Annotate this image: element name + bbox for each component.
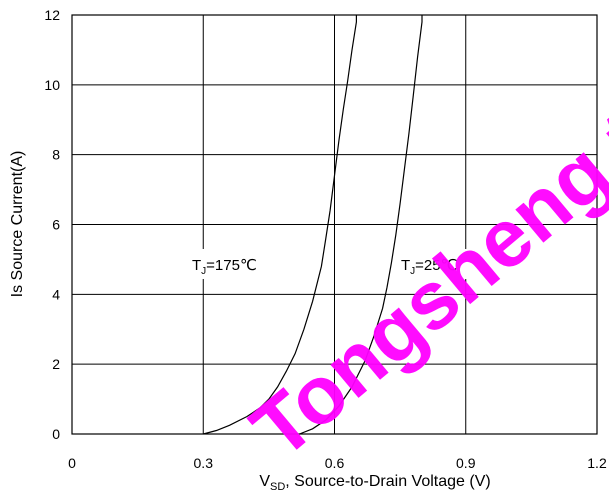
- x-tick-label: 0.6: [325, 455, 345, 471]
- x-axis-title: VSD, Source-to-Drain Voltage (V): [259, 473, 490, 493]
- y-tick-label: 10: [44, 77, 60, 93]
- curve-label-175-prefix: T: [192, 257, 201, 274]
- plot-frame: [71, 14, 598, 435]
- curve-label-25-sub: J: [410, 266, 415, 277]
- y-tick-label: 8: [52, 147, 60, 163]
- series-line-0: [203, 15, 357, 435]
- y-tick-label: 6: [52, 217, 60, 233]
- y-tick-label: 0: [52, 426, 60, 442]
- x-tick-labels: 0 0.3 0.6 0.9 1.2: [68, 455, 607, 471]
- curve-label-175-bg: [189, 249, 293, 279]
- series-line-1: [299, 15, 423, 435]
- y-tick-label: 12: [44, 7, 60, 23]
- x-tick-label: 0: [68, 455, 76, 471]
- curve-label-25-bg: [397, 249, 483, 279]
- curve-label-25: TJ=25℃: [401, 257, 457, 277]
- curve-label-175: TJ=175℃: [192, 257, 257, 277]
- y-tick-label: 4: [52, 286, 60, 302]
- curve-label-25-prefix: T: [401, 257, 410, 274]
- y-tick-label: 2: [52, 356, 60, 372]
- curve-label-175-rest: =175℃: [206, 257, 257, 274]
- x-tick-label: 0.3: [194, 455, 214, 471]
- curves: [203, 15, 423, 435]
- curve-label-175-sub: J: [201, 266, 206, 277]
- curve-label-25-rest: =25℃: [415, 257, 457, 274]
- x-axis-title-rest: , Source-to-Drain Voltage (V): [285, 473, 490, 490]
- y-tick-labels: 0 2 4 6 8 10 12: [44, 7, 60, 442]
- x-axis-title-sub: SD: [270, 481, 285, 493]
- x-tick-label: 0.9: [456, 455, 476, 471]
- y-axis-title: Is Source Current(A): [9, 151, 26, 298]
- x-tick-label: 1.2: [587, 455, 607, 471]
- x-axis-title-prefix: V: [259, 473, 270, 490]
